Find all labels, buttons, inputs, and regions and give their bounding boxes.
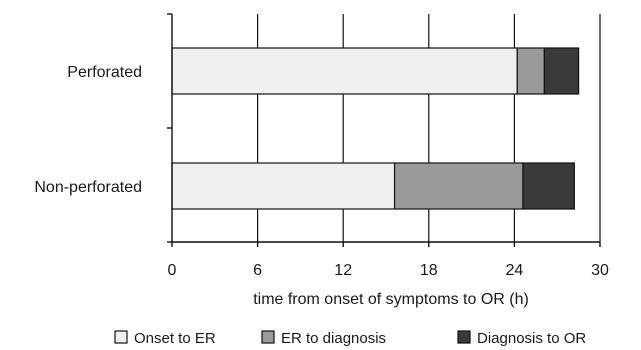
bar-perforated-er-to-diagnosis (516, 47, 545, 95)
x-axis-title: time from onset of symptoms to OR (h) (253, 291, 529, 308)
x-tick-label: 6 (253, 262, 262, 279)
legend-label: ER to diagnosis (281, 330, 386, 347)
bar-non-perforated-diagnosis-to-or (522, 162, 575, 210)
legend: Onset to ER ER to diagnosis Diagnosis to O… (114, 330, 586, 347)
x-tick-label: 24 (506, 262, 524, 279)
bar-non-perforated-onset-to-er (171, 162, 396, 210)
axes (167, 13, 601, 247)
bar-segments (171, 47, 580, 210)
x-tick-labels: 0 6 12 18 24 30 (168, 262, 609, 279)
bar-perforated-diagnosis-to-or (543, 47, 580, 95)
legend-swatch (457, 330, 471, 344)
legend-label: Diagnosis to OR (477, 330, 586, 347)
legend-label: Onset to ER (134, 330, 216, 347)
category-label: Non-perforated (34, 179, 142, 196)
x-tick-label: 30 (591, 262, 609, 279)
bar-non-perforated-er-to-diagnosis (393, 162, 524, 210)
legend-swatch (261, 330, 275, 344)
x-tick-label: 18 (420, 262, 438, 279)
x-tick-label: 12 (334, 262, 352, 279)
bar-perforated-onset-to-er (171, 47, 518, 95)
category-labels: Perforated Non-perforated (34, 64, 142, 196)
category-label: Perforated (67, 64, 142, 81)
legend-swatch (114, 330, 128, 344)
x-tick-label: 0 (168, 262, 177, 279)
